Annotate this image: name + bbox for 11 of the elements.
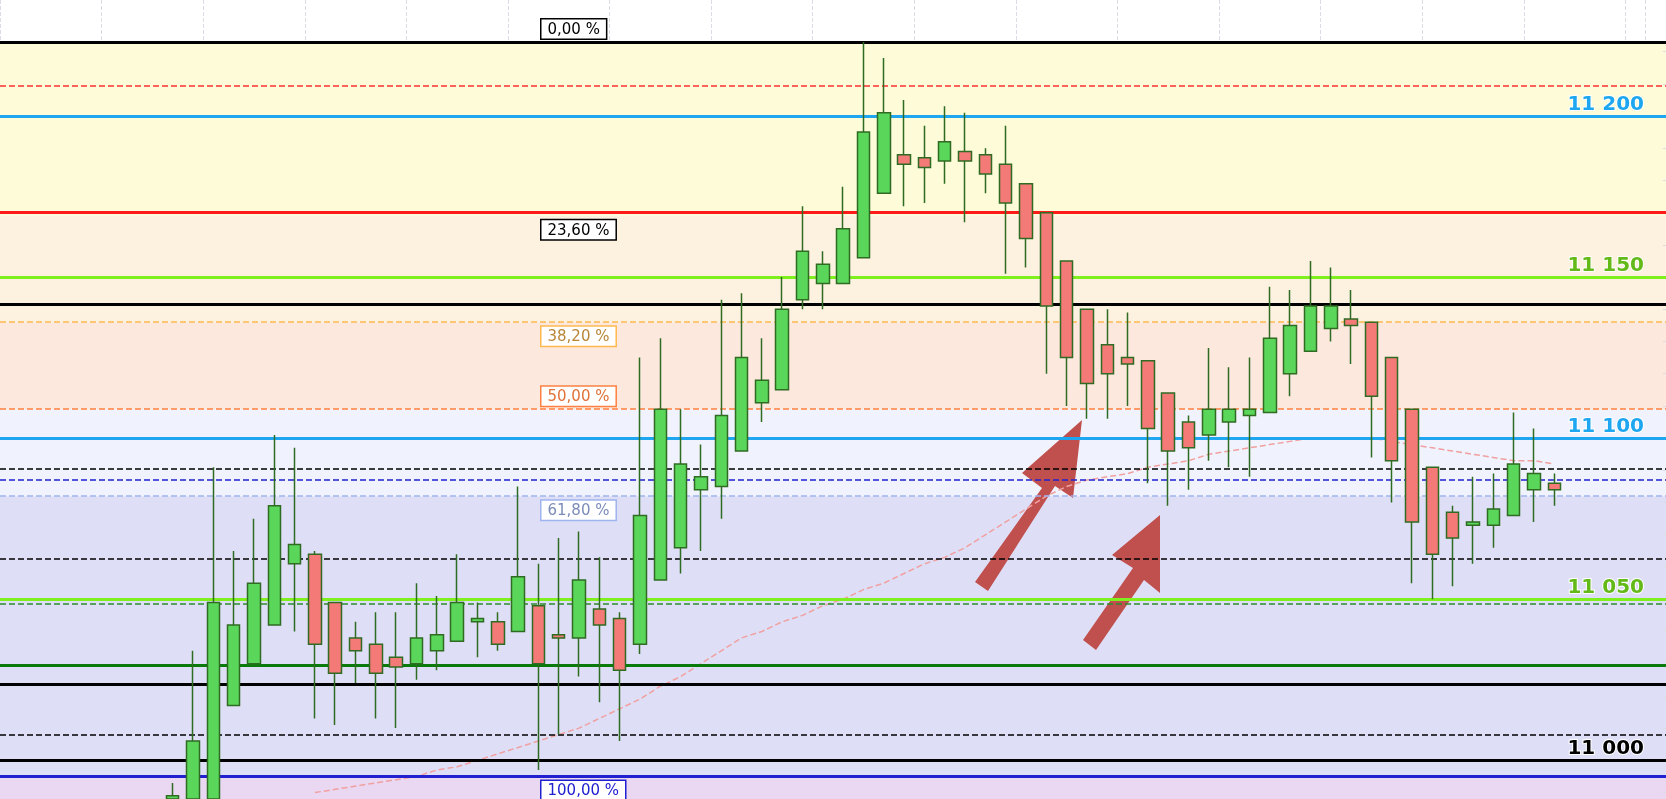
y-tick-label: 11 100: [1567, 413, 1644, 438]
y-tick-label: 11 050: [1567, 574, 1644, 599]
annotation: 0,00 %: [547, 19, 600, 38]
annotation: 100,00 %: [547, 781, 620, 799]
annotation: 61,80 %: [547, 501, 610, 520]
y-tick-label: 11 150: [1567, 252, 1644, 277]
y-tick-label: 11 200: [1567, 90, 1644, 115]
y-tick-label: 11 000: [1567, 735, 1644, 760]
annotation: 38,20 %: [547, 327, 610, 346]
annotation: 50,00 %: [547, 387, 610, 406]
annotation: 23,60 %: [547, 220, 610, 239]
